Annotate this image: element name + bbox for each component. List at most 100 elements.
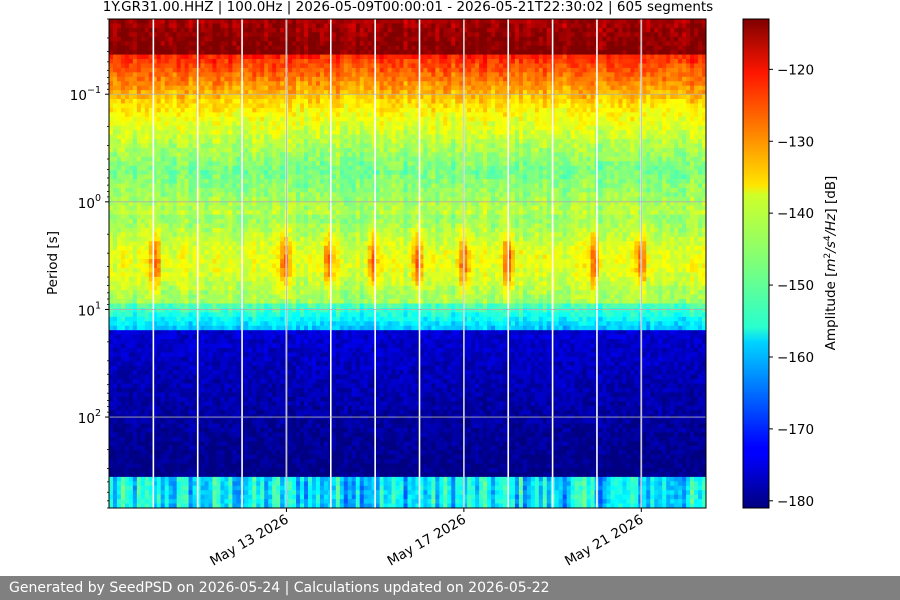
heatmap-cell [272,267,277,273]
heatmap-cell [224,59,229,65]
heatmap-cell [200,321,206,327]
heatmap-cell [288,152,293,158]
heatmap-cell [140,161,146,167]
heatmap-cell [228,463,233,469]
heatmap-cell [272,472,277,478]
heatmap-cell [280,139,285,145]
heatmap-cell [224,370,229,376]
heatmap-cell [132,463,138,469]
heatmap-cell [188,210,194,216]
heatmap-cell [212,205,218,211]
heatmap-cell [128,179,134,185]
heatmap-cell [176,23,182,29]
heatmap-cell [184,299,190,305]
heatmap-cell [132,36,138,42]
heatmap-cell [252,121,257,127]
heatmap-cell [272,63,277,69]
heatmap-cell [112,352,118,358]
heatmap-cell [200,450,206,456]
heatmap-cell [176,196,182,202]
heatmap-cell [120,219,126,225]
heatmap-cell [212,303,218,309]
heatmap-cell [172,396,178,402]
heatmap-cell [164,72,170,78]
heatmap-cell [212,312,218,318]
heatmap-cell [252,147,257,153]
heatmap-cell [204,107,210,113]
heatmap-cell [268,156,273,162]
heatmap-cell [228,299,233,305]
heatmap-cell [144,281,150,287]
heatmap-cell [220,219,226,225]
heatmap-cell [116,139,122,145]
heatmap-cell [220,325,226,331]
heatmap-cell [128,99,134,105]
heatmap-cell [152,223,158,229]
heatmap-cell [188,76,194,82]
heatmap-cell [132,383,138,389]
heatmap-cell [132,494,138,500]
heatmap-cell [164,152,170,158]
heatmap-cell [180,330,186,336]
heatmap-cell [140,205,146,211]
heatmap-cell [109,503,114,508]
heatmap-cell [252,23,257,29]
heatmap-cell [228,67,233,73]
heatmap-cell [168,219,174,225]
heatmap-cell [280,285,285,291]
heatmap-cell [268,23,273,29]
heatmap-cell [160,90,166,96]
heatmap-cell [116,485,122,491]
heatmap-cell [272,250,277,256]
heatmap-cell [116,59,122,65]
heatmap-cell [228,116,233,122]
heatmap-cell [176,445,182,451]
heatmap-cell [109,112,114,118]
heatmap-cell [276,272,281,278]
heatmap-cell [260,32,265,38]
heatmap-cell [109,330,114,336]
heatmap-cell [180,139,186,145]
heatmap-cell [216,405,222,411]
heatmap-cell [228,236,233,242]
heatmap-cell [272,241,277,247]
heatmap-cell [140,463,146,469]
heatmap-cell [208,107,214,113]
heatmap-cell [176,450,182,456]
heatmap-cell [116,307,122,313]
heatmap-cell [260,116,265,122]
heatmap-cell [256,316,261,322]
heatmap-cell [156,290,162,296]
heatmap-cell [144,67,150,73]
heatmap-cell [264,321,269,327]
heatmap-cell [264,139,269,145]
heatmap-cell [268,467,273,474]
heatmap-cell [148,410,154,416]
heatmap-cell [204,152,210,158]
heatmap-cell [132,503,138,508]
heatmap-cell [160,503,166,508]
heatmap-cell [164,441,170,447]
heatmap-cell [256,121,261,127]
heatmap-cell [208,201,214,207]
heatmap-cell [208,321,214,327]
heatmap-cell [268,174,273,180]
heatmap-cell [164,392,170,398]
heatmap-cell [128,259,134,265]
heatmap-cell [236,383,241,389]
heatmap-cell [184,321,190,327]
heatmap-cell [276,134,281,140]
heatmap-cell [276,254,281,260]
heatmap-cell [112,459,118,465]
heatmap-cell [228,90,233,96]
heatmap-cell [136,503,142,508]
heatmap-cell [264,250,269,256]
heatmap-cell [276,365,281,371]
heatmap-cell [192,325,198,331]
heatmap-cell [232,485,237,491]
heatmap-cell [272,112,277,118]
heatmap-cell [132,143,138,149]
heatmap-cell [164,365,170,371]
heatmap-cell [136,459,142,465]
heatmap-cell [244,405,249,411]
